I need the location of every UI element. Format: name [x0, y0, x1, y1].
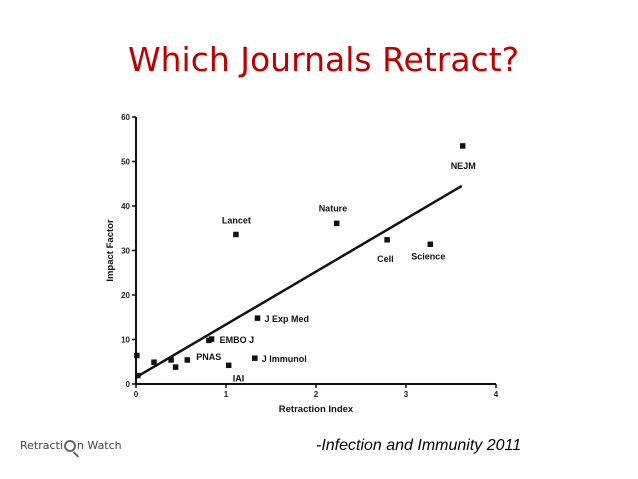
- slide-title: Which Journals Retract?: [128, 40, 520, 79]
- data-point: [206, 337, 212, 344]
- data-point: [184, 357, 191, 363]
- data-point: [134, 352, 140, 359]
- data-point: [252, 355, 258, 361]
- y-axis-label: Impact Factor: [105, 219, 116, 282]
- data-point: [333, 220, 340, 227]
- x-tick-label: 1: [224, 390, 229, 399]
- y-tick-label: 60: [121, 113, 130, 122]
- point-label: Lancet: [222, 215, 251, 225]
- x-axis-ticks: 0 1 2 3 4: [134, 384, 499, 399]
- data-point: [151, 359, 157, 365]
- x-tick-label: 3: [404, 390, 409, 399]
- point-label: IAI: [233, 373, 245, 383]
- y-tick-label: 20: [121, 291, 130, 300]
- y-tick-label: 40: [121, 202, 130, 211]
- point-label: EMBO J: [220, 335, 255, 345]
- data-point: [225, 362, 232, 369]
- trend-line: [135, 184, 463, 379]
- data-point: [135, 372, 141, 379]
- y-tick-label: 50: [121, 158, 130, 167]
- y-axis-ticks: 0 10 20 30 40 50 60: [121, 113, 136, 389]
- x-tick-label: 0: [134, 390, 139, 399]
- point-label: J Exp Med: [265, 314, 310, 324]
- point-label: Science: [411, 251, 445, 261]
- data-points: NEJM Nature Lancet Cell Science J Exp Med EMBO…: [134, 143, 476, 383]
- y-tick-label: 30: [121, 247, 130, 256]
- data-point: [233, 231, 239, 238]
- point-label: NEJM: [451, 161, 476, 171]
- data-point: [427, 241, 434, 248]
- point-label: Nature: [319, 203, 348, 213]
- retraction-watch-logo: Retracti n Watch: [20, 439, 122, 452]
- x-tick-label: 4: [494, 390, 499, 399]
- x-tick-label: 2: [314, 390, 319, 399]
- data-point: [459, 143, 466, 149]
- x-axis-label: Retraction Index: [279, 404, 354, 415]
- y-tick-label: 0: [126, 380, 131, 389]
- point-label: PNAS: [196, 352, 221, 362]
- logo-text-left: Retracti: [20, 439, 63, 452]
- data-point: [172, 364, 179, 370]
- source-citation: -Infection and Immunity 2011: [316, 437, 522, 454]
- magnifier-icon: [63, 439, 76, 452]
- data-point: [254, 315, 261, 321]
- y-tick-label: 10: [121, 336, 130, 345]
- data-point: [168, 357, 174, 363]
- data-point: [384, 237, 390, 243]
- logo-text-right: n Watch: [76, 439, 122, 452]
- point-label: Cell: [377, 254, 394, 264]
- point-label: J Immunol: [262, 354, 307, 364]
